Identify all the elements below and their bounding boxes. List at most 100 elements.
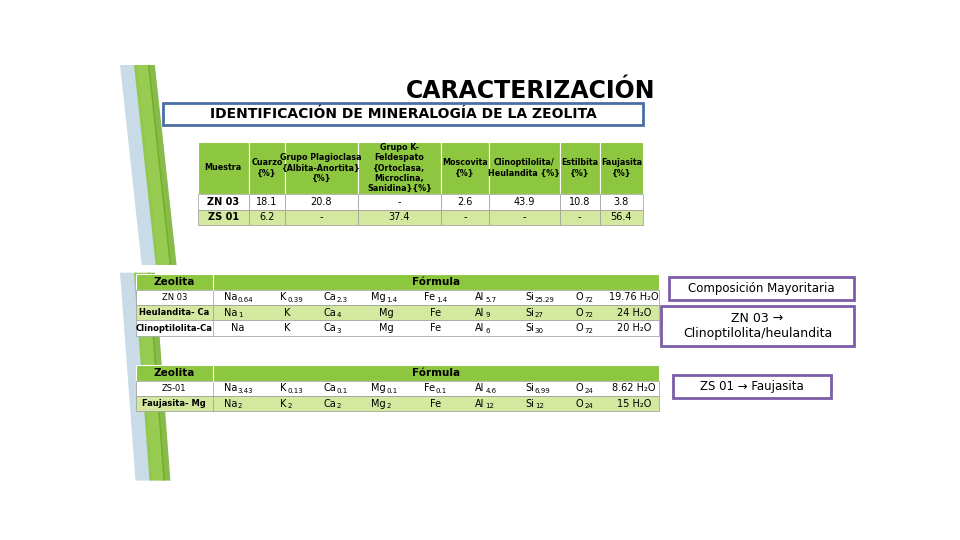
Text: O: O <box>576 323 584 333</box>
Text: 4: 4 <box>337 313 341 319</box>
Text: 0.1: 0.1 <box>337 388 348 394</box>
Text: CARACTERIZACIÓN: CARACTERIZACIÓN <box>406 79 656 103</box>
Text: 6.2: 6.2 <box>259 212 275 222</box>
Text: Fe: Fe <box>430 323 442 333</box>
Text: Si: Si <box>525 292 534 302</box>
Text: Al: Al <box>475 308 485 318</box>
Text: 2: 2 <box>337 403 341 409</box>
FancyBboxPatch shape <box>249 194 285 210</box>
FancyBboxPatch shape <box>669 278 854 300</box>
Text: Si: Si <box>525 308 534 318</box>
Text: Ca: Ca <box>324 292 336 302</box>
Text: Faujasita
{%}: Faujasita {%} <box>601 158 642 178</box>
Text: 8.62 H₂O: 8.62 H₂O <box>612 383 656 393</box>
Text: 25.29: 25.29 <box>535 297 555 303</box>
Text: Cuarzo
{%}: Cuarzo {%} <box>252 158 282 178</box>
Text: Na: Na <box>224 308 237 318</box>
Text: Clinoptilolita/
Heulandita {%}: Clinoptilolita/ Heulandita {%} <box>489 158 561 178</box>
Text: K: K <box>284 323 291 333</box>
Text: 72: 72 <box>585 328 593 334</box>
FancyBboxPatch shape <box>673 375 830 398</box>
FancyBboxPatch shape <box>135 320 659 336</box>
Text: 24: 24 <box>585 403 593 409</box>
Text: Fe: Fe <box>430 308 442 318</box>
FancyBboxPatch shape <box>135 381 659 396</box>
FancyBboxPatch shape <box>441 194 489 210</box>
Text: Fe: Fe <box>424 383 435 393</box>
Text: 1.4: 1.4 <box>436 297 447 303</box>
Text: ZS 01: ZS 01 <box>207 212 239 222</box>
Text: 5.7: 5.7 <box>486 297 496 303</box>
Text: 3: 3 <box>337 328 342 334</box>
Text: 20.8: 20.8 <box>310 197 332 207</box>
Text: 0.64: 0.64 <box>238 297 253 303</box>
Text: Mg: Mg <box>379 323 394 333</box>
Text: Fe: Fe <box>430 399 442 409</box>
Text: 0.39: 0.39 <box>287 297 303 303</box>
Text: 2.3: 2.3 <box>337 297 348 303</box>
Text: Composición Mayoritaria: Composición Mayoritaria <box>688 282 834 295</box>
Text: 30: 30 <box>535 328 544 334</box>
Text: Mg: Mg <box>371 383 386 393</box>
Text: Moscovita
{%}: Moscovita {%} <box>442 158 488 178</box>
Text: 72: 72 <box>585 297 593 303</box>
FancyBboxPatch shape <box>285 210 358 225</box>
Text: Ca: Ca <box>324 323 336 333</box>
FancyBboxPatch shape <box>358 210 441 225</box>
Text: Zeolita: Zeolita <box>154 277 195 287</box>
Text: ZN 03: ZN 03 <box>207 197 239 207</box>
Text: 1: 1 <box>238 313 242 319</box>
FancyBboxPatch shape <box>135 365 659 381</box>
FancyBboxPatch shape <box>358 142 441 194</box>
FancyBboxPatch shape <box>560 194 600 210</box>
Text: K: K <box>280 399 286 409</box>
Text: Fe: Fe <box>424 292 435 302</box>
Text: 24 H₂O: 24 H₂O <box>616 308 651 318</box>
FancyBboxPatch shape <box>660 306 854 346</box>
Text: K: K <box>280 292 286 302</box>
Text: Na: Na <box>224 292 237 302</box>
Text: Fórmula: Fórmula <box>412 277 460 287</box>
Text: Si: Si <box>525 383 534 393</box>
FancyBboxPatch shape <box>600 142 643 194</box>
Text: Heulandita- Ca: Heulandita- Ca <box>139 308 209 317</box>
Text: Clinoptilolita-Ca: Clinoptilolita-Ca <box>135 323 213 333</box>
FancyBboxPatch shape <box>135 289 659 305</box>
Text: Ca: Ca <box>324 308 336 318</box>
Text: 6: 6 <box>486 328 490 334</box>
Text: Fórmula: Fórmula <box>412 368 460 378</box>
FancyBboxPatch shape <box>600 194 643 210</box>
Text: O: O <box>576 399 584 409</box>
FancyBboxPatch shape <box>489 194 560 210</box>
Text: Mg: Mg <box>371 399 386 409</box>
Text: Grupo K-
Feldespato
{Ortoclasa,
Microclina,
Sanidina}{%}: Grupo K- Feldespato {Ortoclasa, Microcli… <box>367 143 432 193</box>
Text: 3.43: 3.43 <box>238 388 253 394</box>
Text: Na: Na <box>224 399 237 409</box>
FancyBboxPatch shape <box>600 210 643 225</box>
Text: Ca: Ca <box>324 383 336 393</box>
Text: Na: Na <box>224 383 237 393</box>
FancyBboxPatch shape <box>198 142 249 194</box>
Text: IDENTIFICACIÓN DE MINERALOGÍA DE LA ZEOLITA: IDENTIFICACIÓN DE MINERALOGÍA DE LA ZEOL… <box>209 107 596 121</box>
Text: 0.1: 0.1 <box>386 388 397 394</box>
Text: Mg: Mg <box>371 292 386 302</box>
FancyBboxPatch shape <box>489 142 560 194</box>
Text: Si: Si <box>525 323 534 333</box>
Text: 19.76 H₂O: 19.76 H₂O <box>609 292 659 302</box>
Text: Muestra: Muestra <box>204 164 242 172</box>
FancyBboxPatch shape <box>285 142 358 194</box>
Text: Al: Al <box>475 383 485 393</box>
Text: O: O <box>576 383 584 393</box>
Text: ZN 03 →
Clinoptilolita/heulandita: ZN 03 → Clinoptilolita/heulandita <box>683 312 832 340</box>
Polygon shape <box>148 65 177 265</box>
FancyBboxPatch shape <box>135 274 659 289</box>
Text: 27: 27 <box>535 313 543 319</box>
Text: -: - <box>522 212 526 222</box>
FancyBboxPatch shape <box>441 142 489 194</box>
Polygon shape <box>134 65 171 265</box>
Text: 15 H₂O: 15 H₂O <box>616 399 651 409</box>
Text: 12: 12 <box>535 403 543 409</box>
Text: Zeolita: Zeolita <box>154 368 195 378</box>
FancyBboxPatch shape <box>135 305 659 320</box>
Text: 20 H₂O: 20 H₂O <box>616 323 651 333</box>
